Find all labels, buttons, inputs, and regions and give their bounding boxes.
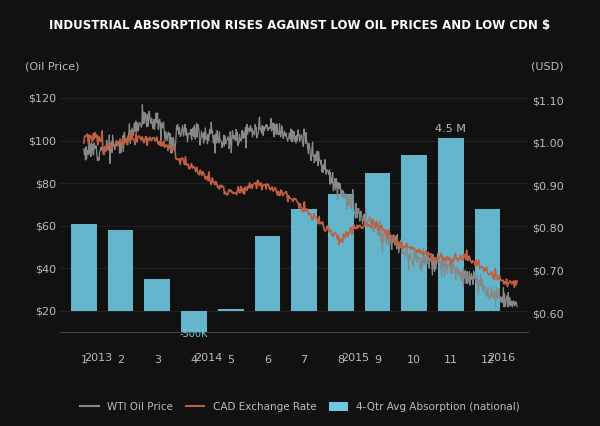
Bar (475, 209, 500, 311)
Bar (71, 224, 97, 311)
Text: 2014: 2014 (194, 353, 222, 363)
Text: 2013: 2013 (84, 353, 112, 363)
Bar (438, 138, 464, 311)
Text: 2016: 2016 (488, 353, 516, 363)
Text: (USD): (USD) (530, 62, 563, 72)
Text: 2015: 2015 (341, 353, 369, 363)
Text: 4.5 M: 4.5 M (436, 124, 466, 134)
Bar (108, 230, 133, 311)
Bar (401, 155, 427, 311)
Text: INDUSTRIAL ABSORPTION RISES AGAINST LOW OIL PRICES AND LOW CDN $: INDUSTRIAL ABSORPTION RISES AGAINST LOW … (49, 19, 551, 32)
Legend: WTI Oil Price, CAD Exchange Rate, 4-Qtr Avg Absorption (national): WTI Oil Price, CAD Exchange Rate, 4-Qtr … (76, 398, 524, 417)
Bar (181, 311, 207, 375)
Bar (145, 279, 170, 311)
Text: (Oil Price): (Oil Price) (25, 62, 79, 72)
Bar (291, 209, 317, 311)
Bar (328, 194, 353, 311)
Text: -500K: -500K (180, 329, 208, 339)
Bar (365, 173, 391, 311)
Bar (254, 236, 280, 311)
Bar (218, 309, 244, 311)
